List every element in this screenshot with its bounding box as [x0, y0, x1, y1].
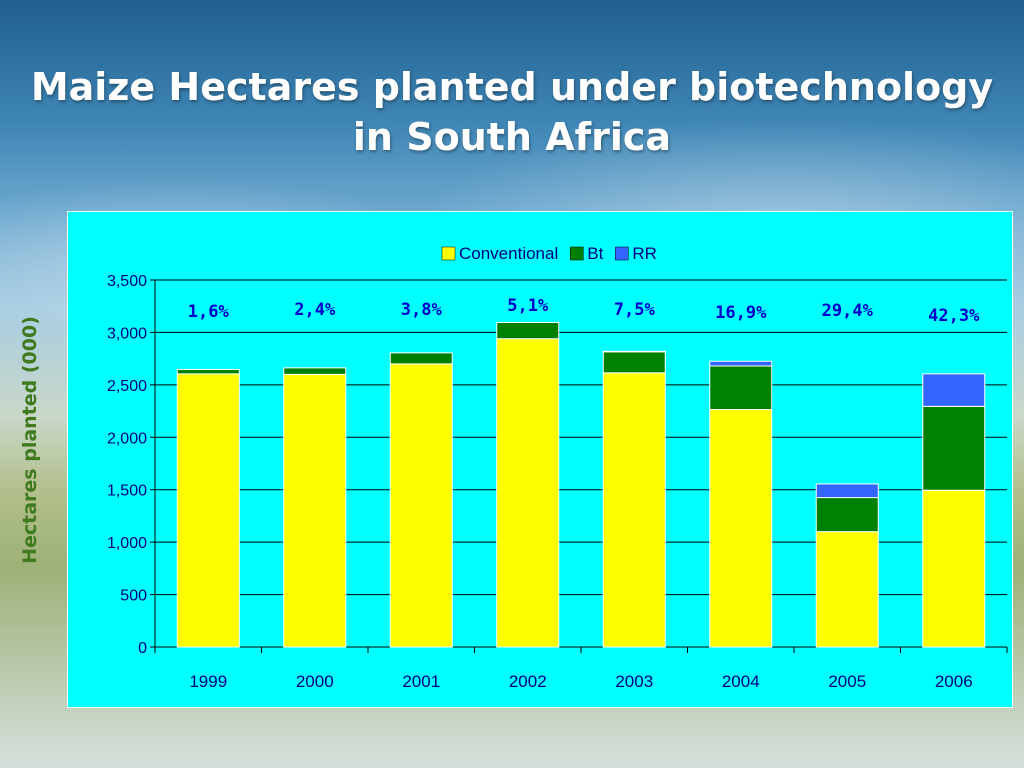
adoption-percent-label: 3,8% [401, 300, 443, 320]
bar-bt-2006 [922, 405, 986, 491]
y-tick-label: 1,000 [107, 535, 147, 552]
y-tick-label: 0 [138, 640, 147, 657]
bar-conventional-1999 [176, 373, 240, 648]
bar-conventional-2004 [709, 408, 773, 648]
adoption-percent-label: 1,6% [188, 302, 230, 322]
bar-conventional-2002 [496, 338, 560, 648]
adoption-percent-label: 2,4% [294, 300, 336, 320]
y-tick-label: 3,500 [107, 273, 147, 290]
x-tick-label: 2005 [828, 672, 866, 691]
legend-label-bt: Bt [587, 244, 603, 263]
adoption-percent-label: 42,3% [928, 306, 980, 326]
bar-rr-2006 [922, 373, 986, 407]
bar-rr-2003 [602, 350, 666, 353]
bar-conventional-2000 [283, 373, 347, 648]
bar-bt-2003 [602, 351, 666, 374]
x-tick-label: 2003 [615, 672, 653, 691]
y-tick-label: 1,500 [107, 483, 147, 500]
adoption-percent-label: 5,1% [507, 296, 549, 316]
legend-label-conventional: Conventional [459, 244, 558, 263]
legend-label-rr: RR [632, 244, 657, 263]
bar-bt-2002 [496, 321, 560, 340]
y-tick-label: 500 [120, 588, 147, 605]
bar-bt-2005 [815, 497, 879, 533]
legend-swatch-conventional [441, 246, 456, 261]
adoption-percent-label: 16,9% [715, 303, 767, 323]
slide-title: Maize Hectares planted under biotechnolo… [20, 62, 1004, 162]
x-tick-label: 2000 [296, 672, 334, 691]
legend-swatch-rr [615, 246, 629, 261]
bar-conventional-2001 [389, 363, 453, 648]
x-tick-label: 2002 [509, 672, 547, 691]
stacked-bar-chart: 0 500 1,000 1,500 2,000 2,500 3,000 3,500 1999 20… [107, 244, 1008, 691]
y-tick-label: 3,000 [107, 325, 147, 342]
adoption-percent-label: 29,4% [822, 301, 874, 321]
bar-conventional-2006 [922, 489, 986, 648]
adoption-percent-label: 7,5% [614, 300, 656, 320]
bar-conventional-2005 [815, 531, 879, 648]
bar-bt-2000 [283, 367, 347, 375]
x-tick-label: 1999 [189, 672, 227, 691]
bar-bt-1999 [176, 368, 240, 375]
bar-conventional-2003 [602, 372, 666, 648]
legend-swatch-bt [570, 246, 584, 261]
y-tick-label: 2,500 [107, 378, 147, 395]
x-tick-label: 2001 [402, 672, 440, 691]
bar-bt-2001 [389, 352, 453, 365]
x-tick-label: 2004 [722, 672, 760, 691]
slide-title-line-1: Maize Hectares planted under biotechnolo… [30, 65, 994, 109]
y-tick-label: 2,000 [107, 430, 147, 447]
y-axis-title: Hectares planted (000) [19, 316, 41, 564]
chart-area: 0 500 1,000 1,500 2,000 2,500 3,000 3,500 1999 20… [67, 211, 1013, 708]
bar-bt-2004 [709, 365, 773, 410]
bar-rr-2004 [709, 360, 773, 367]
slide-title-line-2: in South Africa [352, 115, 672, 159]
bar-rr-2005 [815, 483, 879, 499]
x-tick-label: 2006 [935, 672, 973, 691]
